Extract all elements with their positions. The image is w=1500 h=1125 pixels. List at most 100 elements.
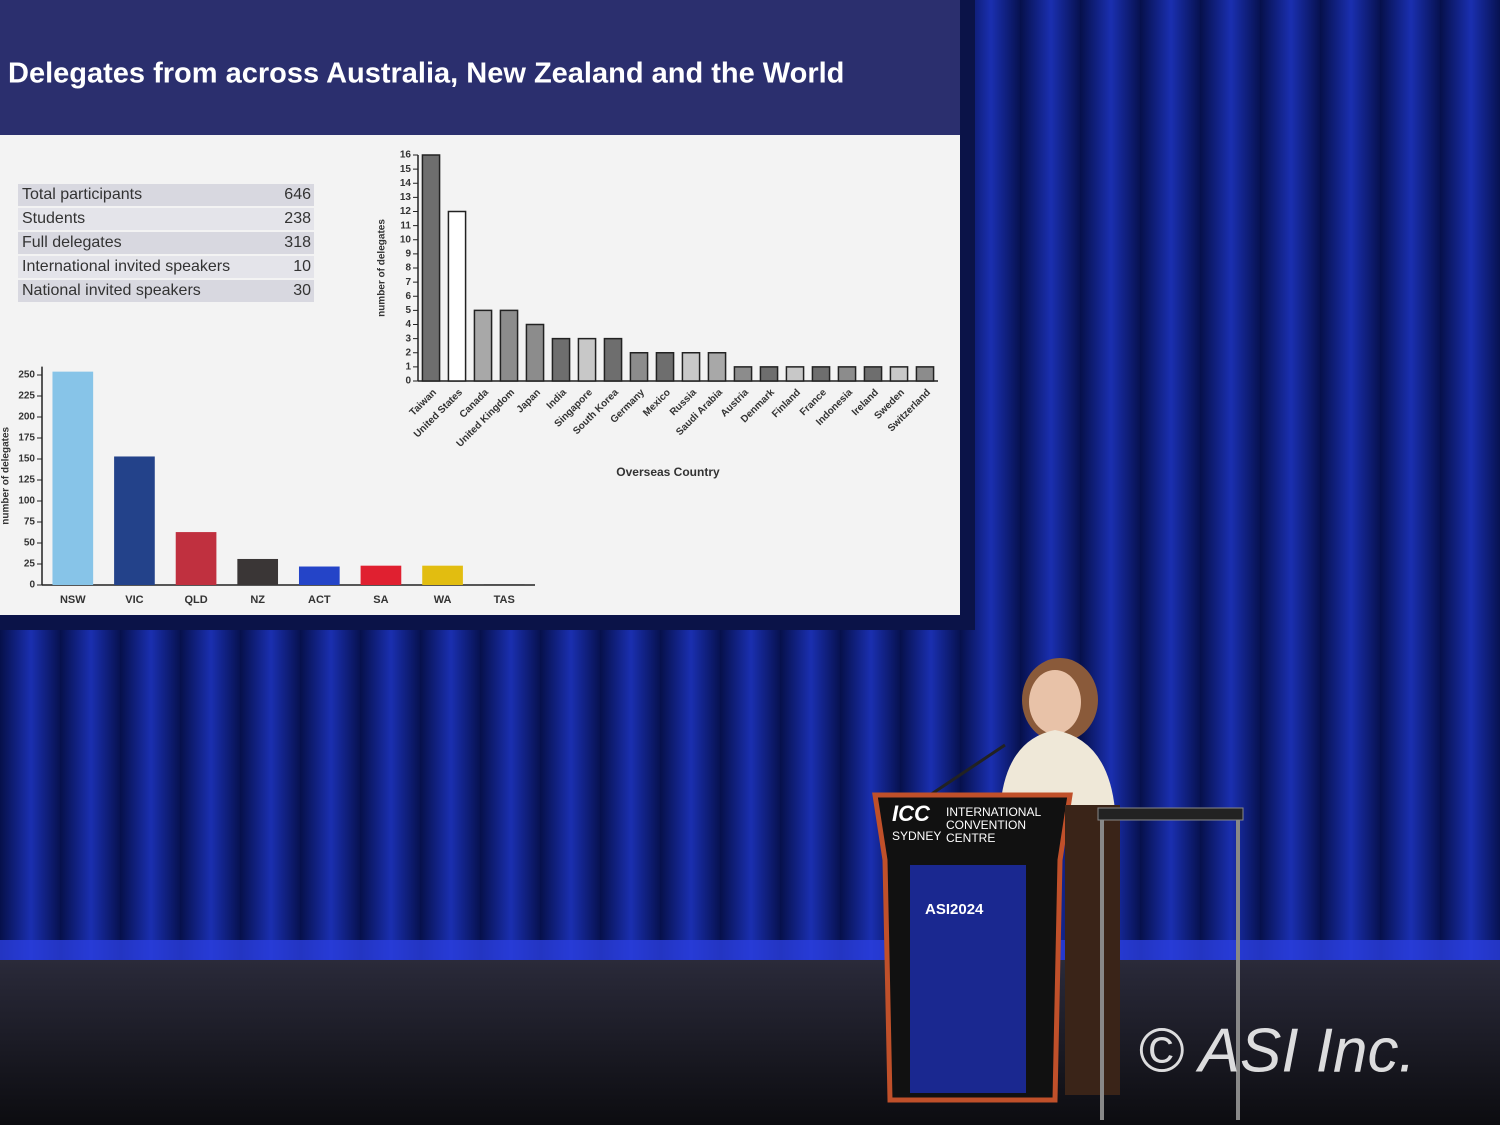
bar — [422, 565, 463, 585]
x-tick-label: ACT — [308, 594, 331, 606]
y-tick-label: 4 — [405, 319, 411, 330]
summary-table: Total participants 646 Students 238 Full del… — [18, 184, 314, 302]
curtain-fold — [1260, 0, 1322, 960]
y-tick-label: 12 — [400, 206, 412, 217]
y-tick-label: 200 — [18, 412, 35, 423]
curtain-fold — [1140, 0, 1202, 960]
bar — [681, 352, 701, 382]
bar — [52, 371, 94, 585]
y-tick-label: 10 — [400, 234, 412, 245]
side-table — [1097, 807, 1244, 821]
bar — [629, 352, 649, 382]
watermark: © ASI Inc. — [1138, 1016, 1416, 1085]
y-tick-label: 175 — [18, 433, 35, 444]
y-tick-label: 0 — [29, 580, 35, 591]
y-tick-label: 75 — [24, 517, 36, 528]
bar — [483, 584, 525, 585]
podium-event: ASI2024 — [925, 901, 984, 918]
x-tick-label: VIC — [125, 594, 143, 606]
y-tick-label: 25 — [24, 559, 36, 570]
y-tick-label: 2 — [405, 347, 411, 358]
curtain-fold — [1440, 0, 1500, 960]
y-tick-label: 8 — [405, 263, 411, 274]
table-value: 318 — [284, 234, 311, 251]
y-axis-title: number of delegates — [1, 426, 12, 524]
table-label: International invited speakers — [22, 258, 230, 275]
table-value: 238 — [284, 210, 311, 227]
x-tick-label: WA — [434, 594, 452, 606]
podium-brand: ICC — [892, 801, 931, 826]
y-tick-label: 125 — [18, 475, 35, 486]
bar — [360, 565, 402, 585]
bar — [889, 366, 909, 382]
bar — [447, 210, 467, 382]
x-tick-label: NSW — [60, 594, 86, 606]
curtain-fold — [1320, 0, 1382, 960]
y-tick-label: 6 — [405, 291, 411, 302]
bar — [237, 558, 279, 585]
y-tick-label: 0 — [405, 376, 411, 387]
bar — [811, 366, 831, 382]
podium-banner — [910, 865, 1026, 1093]
podium-name: INTERNATIONAL CONVENTION CENTRE — [946, 806, 1041, 845]
table-label: Total participants — [22, 186, 142, 203]
bar — [733, 366, 753, 382]
y-tick-label: 150 — [18, 454, 35, 465]
bar — [114, 456, 155, 585]
table-row-bg — [18, 280, 314, 302]
curtain-fold — [1380, 0, 1442, 960]
slide-title-bar — [0, 0, 960, 135]
y-tick-label: 9 — [405, 249, 411, 260]
bar — [837, 366, 857, 382]
y-tick-label: 15 — [400, 164, 412, 175]
y-tick-label: 50 — [24, 538, 36, 549]
x-tick-label: QLD — [184, 594, 207, 606]
bar — [785, 366, 805, 382]
y-tick-label: 5 — [405, 305, 411, 316]
y-tick-label: 13 — [400, 192, 412, 203]
y-tick-label: 14 — [400, 178, 412, 189]
speaker-face — [1029, 670, 1081, 734]
bar — [603, 337, 623, 382]
table-value: 10 — [293, 258, 311, 275]
bar — [525, 323, 545, 382]
bar — [421, 154, 441, 382]
table-label: Full delegates — [22, 234, 122, 251]
y-tick-label: 225 — [18, 391, 35, 402]
y-tick-label: 3 — [405, 333, 411, 344]
podium-side — [1065, 805, 1120, 1095]
y-axis-title: number of delegates — [377, 219, 388, 317]
podium-name-box: INTERNATIONAL CONVENTION CENTRE — [946, 806, 1041, 845]
x-tick-label: NZ — [250, 594, 265, 606]
table-row-bg — [18, 208, 314, 230]
table-row-bg — [18, 256, 314, 278]
y-tick-label: 7 — [405, 277, 411, 288]
bar — [863, 366, 883, 382]
bar — [655, 352, 675, 382]
x-tick-label: TAS — [494, 594, 515, 606]
bar — [175, 532, 217, 585]
bar — [499, 309, 519, 382]
bar — [915, 366, 935, 382]
table-label: Students — [22, 210, 85, 227]
podium-city: SYDNEY — [892, 829, 941, 843]
bar — [473, 309, 493, 382]
stage-floor — [0, 960, 1500, 1125]
table-value: 30 — [293, 282, 311, 299]
y-tick-label: 11 — [400, 220, 411, 231]
speaker-body — [1000, 730, 1115, 810]
table-label: National invited speakers — [22, 282, 201, 299]
x-axis-title: Overseas Country — [616, 465, 720, 479]
bar — [298, 566, 340, 585]
bar — [551, 337, 571, 382]
slide-title: Delegates from across Australia, New Zea… — [8, 58, 844, 90]
curtain-fold — [1200, 0, 1262, 960]
table-value: 646 — [284, 186, 311, 203]
x-tick-label: SA — [373, 594, 388, 606]
microphone — [929, 743, 1006, 797]
bar — [577, 337, 597, 382]
y-tick-label: 250 — [18, 370, 35, 381]
y-tick-label: 16 — [400, 150, 412, 161]
